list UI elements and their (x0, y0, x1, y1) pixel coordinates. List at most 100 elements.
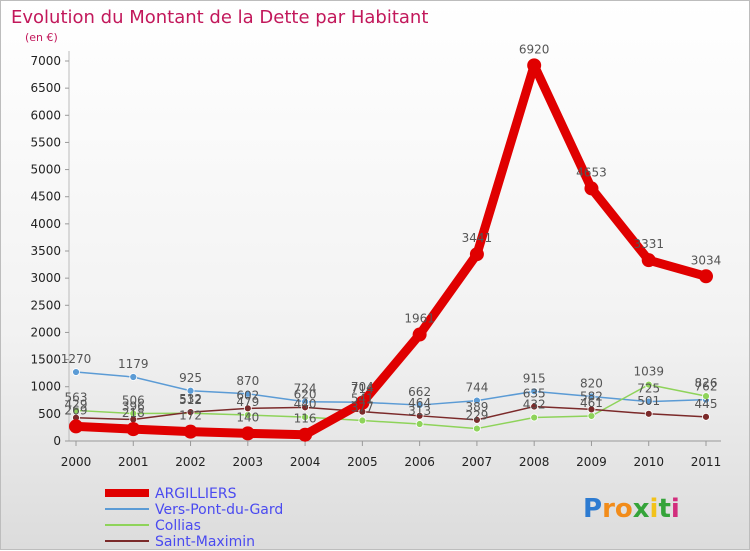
data-label-vers-pont-du-gard: 820 (580, 376, 603, 390)
series-line-saint-maximin (75, 405, 707, 421)
data-label-saint-maximin: 445 (695, 397, 718, 411)
data-point-vers-pont-du-gard (587, 392, 596, 401)
data-point-argilliers (584, 181, 599, 196)
x-tick-label: 2004 (290, 455, 321, 469)
data-point-vers-pont-du-gard (186, 386, 195, 395)
y-ticks: 0 500 1000 1500 2000 2500 3000 3500 4000 4500 5000… (30, 54, 69, 448)
data-label-argilliers: 1961 (404, 312, 435, 326)
x-tick-label: 2010 (633, 455, 664, 469)
proxiti-wordmark: Proxiti (583, 494, 680, 524)
data-point-vers-pont-du-gard (72, 368, 80, 376)
data-label-argilliers: 704 (351, 380, 374, 394)
legend: ARGILLIERSVers-Pont-du-GardColliasSaint-… (105, 486, 283, 550)
data-point-vers-pont-du-gard (473, 396, 481, 405)
data-label-vers-pont-du-gard: 915 (523, 371, 546, 385)
x-tick-label: 2011 (691, 455, 722, 469)
legend-label-saint-maximin: Saint-Maximin (155, 534, 255, 550)
data-point-saint-maximin (702, 412, 710, 421)
data-label-argilliers: 6920 (519, 42, 550, 56)
data-point-saint-maximin (473, 415, 481, 424)
data-label-vers-pont-du-gard: 744 (465, 381, 488, 395)
chart-ylabel: (en €) (25, 31, 58, 44)
y-tick-label: 6000 (30, 108, 61, 122)
y-tick-label: 500 (38, 407, 61, 421)
data-point-collias (301, 413, 309, 422)
data-label-argilliers: 172 (179, 409, 202, 423)
data-point-collias (415, 420, 424, 428)
legend-label-collias: Collias (155, 518, 201, 534)
data-label-vers-pont-du-gard: 1270 (61, 352, 92, 366)
x-tick-label: 2007 (462, 455, 493, 469)
data-point-argilliers (69, 419, 83, 434)
data-point-argilliers (469, 247, 484, 262)
data-label-vers-pont-du-gard: 1179 (118, 357, 149, 371)
series-group: 269 218 172 140 116 704 1961 3441 6920 4653 3331 30… (61, 42, 721, 442)
data-label-argilliers: 218 (122, 406, 145, 420)
data-label-argilliers: 140 (236, 410, 259, 424)
data-label-collias: 440 (294, 397, 317, 411)
data-label-collias: 229 (465, 409, 488, 423)
data-point-argilliers (240, 426, 255, 441)
data-point-saint-maximin (301, 403, 309, 412)
x-tick-label: 2008 (519, 455, 550, 469)
x-tick-label: 2009 (576, 455, 607, 469)
legend-label-argilliers: ARGILLIERS (155, 486, 237, 502)
data-point-saint-maximin (243, 404, 252, 413)
data-label-collias: 512 (179, 393, 202, 407)
series-line-vers-pont-du-gard (75, 371, 707, 406)
data-point-saint-maximin (415, 411, 424, 420)
data-label-argilliers: 4653 (576, 165, 607, 179)
proxiti-logo: Proxiti (583, 494, 680, 524)
y-tick-label: 7000 (30, 54, 61, 68)
data-label-saint-maximin: 582 (580, 389, 603, 403)
y-tick-label: 1000 (30, 380, 61, 394)
x-tick-label: 2000 (61, 455, 92, 469)
data-point-vers-pont-du-gard (644, 397, 653, 406)
data-label-saint-maximin: 635 (523, 387, 546, 401)
y-tick-label: 4500 (30, 190, 61, 204)
data-point-argilliers (355, 395, 370, 410)
x-tick-label: 2001 (118, 455, 149, 469)
data-point-argilliers (298, 427, 313, 442)
data-point-collias (644, 380, 653, 389)
data-point-vers-pont-du-gard (129, 373, 138, 381)
data-label-vers-pont-du-gard: 925 (179, 371, 202, 385)
data-label-collias: 826 (695, 376, 718, 390)
data-point-vers-pont-du-gard (530, 387, 539, 396)
y-tick-label: 6500 (30, 81, 61, 95)
x-tick-label: 2002 (175, 455, 206, 469)
data-point-argilliers (641, 253, 656, 268)
y-tick-label: 2000 (30, 325, 61, 339)
data-label-vers-pont-du-gard: 870 (236, 374, 259, 388)
x-ticks: 2000 2001 2002 2003 2004 2005 2006 2007 2008 2009… (61, 441, 722, 469)
data-label-collias: 506 (122, 394, 145, 408)
data-label-saint-maximin: 464 (408, 396, 431, 410)
data-label-vers-pont-du-gard: 662 (408, 385, 431, 399)
data-label-collias: 563 (65, 390, 88, 404)
data-point-saint-maximin (186, 408, 195, 417)
y-tick-label: 3000 (30, 271, 61, 285)
data-point-argilliers (126, 422, 141, 437)
data-label-collias: 461 (580, 396, 603, 410)
y-tick-label: 2500 (30, 298, 61, 312)
data-point-collias (530, 413, 539, 422)
data-label-collias: 1039 (633, 365, 664, 379)
y-tick-label: 3500 (30, 244, 61, 258)
data-label-vers-pont-du-gard: 724 (294, 382, 317, 396)
legend-label-vers-pont-du-gard: Vers-Pont-du-Gard (155, 502, 283, 518)
data-label-collias: 377 (351, 401, 374, 415)
data-point-argilliers (527, 58, 542, 73)
data-point-collias (587, 412, 596, 420)
data-label-saint-maximin: 620 (294, 387, 317, 401)
y-tick-label: 5000 (30, 163, 61, 177)
data-label-saint-maximin: 396 (122, 400, 145, 414)
data-point-vers-pont-du-gard (415, 401, 424, 409)
data-point-saint-maximin (587, 405, 596, 414)
y-tick-label: 0 (53, 434, 61, 448)
data-label-saint-maximin: 602 (236, 388, 259, 402)
series-line-collias (75, 383, 707, 430)
chart-title: Evolution du Montant de la Dette par Hab… (11, 7, 428, 28)
data-label-saint-maximin: 532 (179, 392, 202, 406)
y-tick-label: 4000 (30, 217, 61, 231)
data-label-argilliers: 116 (294, 412, 317, 426)
